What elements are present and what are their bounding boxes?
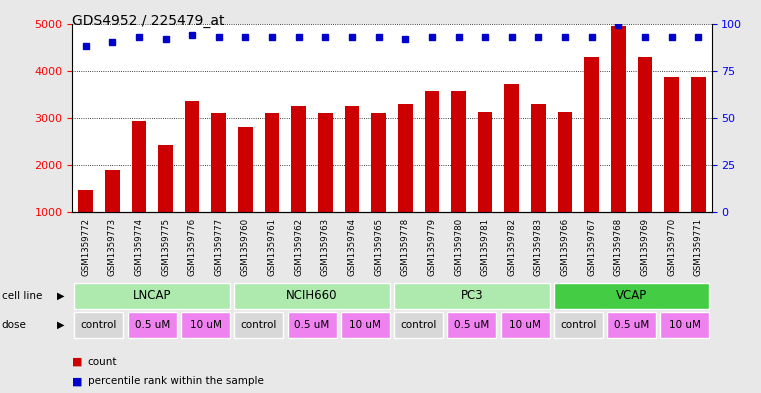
- Text: count: count: [88, 356, 117, 367]
- Text: GSM1359782: GSM1359782: [508, 218, 516, 276]
- Bar: [78, 189, 93, 212]
- Text: GSM1359781: GSM1359781: [481, 218, 489, 276]
- Bar: [291, 106, 306, 212]
- Text: GSM1359763: GSM1359763: [321, 218, 330, 276]
- Bar: [664, 77, 679, 212]
- Text: GSM1359772: GSM1359772: [81, 218, 90, 276]
- Text: ■: ■: [72, 376, 83, 386]
- Bar: [425, 92, 439, 212]
- Bar: [75, 312, 123, 338]
- Bar: [234, 283, 390, 309]
- Bar: [185, 101, 199, 212]
- Bar: [238, 127, 253, 212]
- Text: GSM1359770: GSM1359770: [667, 218, 676, 276]
- Text: 0.5 uM: 0.5 uM: [614, 320, 649, 330]
- Bar: [638, 57, 652, 212]
- Text: 10 uM: 10 uM: [669, 320, 701, 330]
- Bar: [478, 112, 492, 212]
- Text: GSM1359775: GSM1359775: [161, 218, 170, 276]
- Text: GSM1359765: GSM1359765: [374, 218, 383, 276]
- Bar: [661, 312, 709, 338]
- Text: NCIH660: NCIH660: [286, 289, 338, 302]
- Text: GSM1359768: GSM1359768: [614, 218, 622, 276]
- Text: GSM1359760: GSM1359760: [241, 218, 250, 276]
- Bar: [128, 312, 177, 338]
- Bar: [584, 57, 599, 212]
- Text: GSM1359776: GSM1359776: [188, 218, 196, 276]
- Text: GSM1359777: GSM1359777: [215, 218, 223, 276]
- Text: GSM1359779: GSM1359779: [428, 218, 436, 276]
- Bar: [607, 312, 656, 338]
- Text: ▶: ▶: [57, 320, 65, 330]
- Text: GSM1359783: GSM1359783: [534, 218, 543, 276]
- Text: GSM1359774: GSM1359774: [135, 218, 143, 276]
- Text: control: control: [400, 320, 437, 330]
- Bar: [212, 113, 226, 212]
- Text: GSM1359771: GSM1359771: [694, 218, 702, 276]
- Text: 0.5 uM: 0.5 uM: [454, 320, 489, 330]
- Bar: [288, 312, 336, 338]
- Text: GSM1359766: GSM1359766: [561, 218, 569, 276]
- Bar: [447, 312, 496, 338]
- Text: GDS4952 / 225479_at: GDS4952 / 225479_at: [72, 14, 224, 28]
- Text: dose: dose: [2, 320, 27, 330]
- Bar: [371, 113, 386, 212]
- Text: cell line: cell line: [2, 291, 42, 301]
- Bar: [451, 92, 466, 212]
- Text: control: control: [240, 320, 277, 330]
- Text: 10 uM: 10 uM: [189, 320, 221, 330]
- Bar: [531, 104, 546, 212]
- Bar: [554, 283, 709, 309]
- Text: 10 uM: 10 uM: [349, 320, 381, 330]
- Bar: [105, 170, 119, 212]
- Bar: [265, 113, 279, 212]
- Text: GSM1359764: GSM1359764: [348, 218, 356, 276]
- Bar: [345, 106, 359, 212]
- Text: GSM1359769: GSM1359769: [641, 218, 649, 276]
- Bar: [341, 312, 390, 338]
- Text: ▶: ▶: [57, 291, 65, 301]
- Text: control: control: [560, 320, 597, 330]
- Bar: [394, 312, 443, 338]
- Text: percentile rank within the sample: percentile rank within the sample: [88, 376, 263, 386]
- Bar: [132, 121, 146, 212]
- Text: 0.5 uM: 0.5 uM: [135, 320, 170, 330]
- Text: 10 uM: 10 uM: [509, 320, 541, 330]
- Text: GSM1359778: GSM1359778: [401, 218, 409, 276]
- Text: GSM1359780: GSM1359780: [454, 218, 463, 276]
- Bar: [234, 312, 283, 338]
- Text: PC3: PC3: [460, 289, 483, 302]
- Text: VCAP: VCAP: [616, 289, 648, 302]
- Text: 0.5 uM: 0.5 uM: [295, 320, 330, 330]
- Bar: [75, 283, 230, 309]
- Bar: [554, 312, 603, 338]
- Text: GSM1359773: GSM1359773: [108, 218, 116, 276]
- Bar: [398, 104, 412, 212]
- Bar: [394, 283, 549, 309]
- Bar: [318, 113, 333, 212]
- Bar: [691, 77, 705, 212]
- Text: ■: ■: [72, 356, 83, 367]
- Bar: [505, 84, 519, 212]
- Bar: [611, 26, 626, 212]
- Text: GSM1359762: GSM1359762: [295, 218, 303, 276]
- Text: control: control: [81, 320, 117, 330]
- Bar: [501, 312, 549, 338]
- Text: GSM1359767: GSM1359767: [587, 218, 596, 276]
- Bar: [158, 145, 173, 212]
- Text: LNCAP: LNCAP: [133, 289, 171, 302]
- Bar: [558, 112, 572, 212]
- Bar: [181, 312, 230, 338]
- Text: GSM1359761: GSM1359761: [268, 218, 276, 276]
